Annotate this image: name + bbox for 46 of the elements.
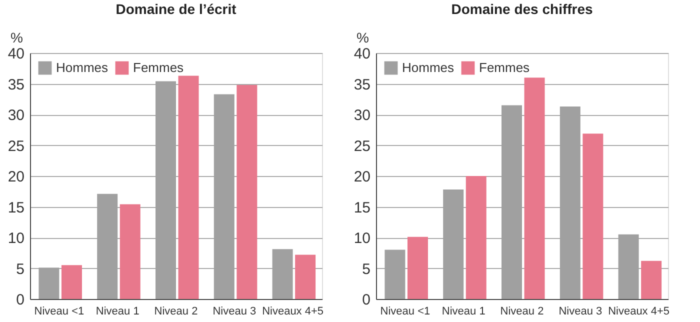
y-tick-label: 10 bbox=[8, 230, 24, 247]
bar bbox=[524, 78, 545, 299]
legend-label: Hommes bbox=[402, 60, 455, 75]
x-tick-label: Niveau 2 bbox=[500, 306, 544, 318]
legend-label: Hommes bbox=[56, 60, 109, 75]
bar bbox=[641, 260, 662, 299]
x-tick-label: Niveau 2 bbox=[154, 306, 198, 318]
bar bbox=[407, 236, 428, 299]
y-tick-label: 40 bbox=[354, 46, 370, 62]
y-tick-label: 40 bbox=[8, 46, 24, 62]
y-axis-title: % bbox=[356, 30, 369, 46]
y-tick-label: 30 bbox=[354, 107, 370, 124]
y-tick-label: 5 bbox=[362, 260, 370, 278]
bar bbox=[120, 204, 140, 299]
y-tick-label: 5 bbox=[16, 260, 24, 278]
legend-label: Femmes bbox=[479, 60, 530, 75]
y-tick-label: 25 bbox=[8, 138, 24, 155]
chart-title: Domaine de l’écrit bbox=[116, 1, 237, 17]
bar bbox=[61, 265, 82, 299]
y-tick-label: 35 bbox=[8, 76, 24, 94]
y-tick-label: 15 bbox=[8, 199, 24, 216]
legend-label: Femmes bbox=[133, 60, 184, 75]
bar bbox=[582, 134, 604, 299]
y-axis-title: % bbox=[10, 30, 23, 46]
y-tick-label: 20 bbox=[354, 168, 370, 186]
x-tick-label: Niveau <1 bbox=[34, 306, 84, 318]
bar bbox=[178, 76, 199, 299]
x-tick-label: Niveau 1 bbox=[96, 306, 140, 318]
y-tick-label: 15 bbox=[354, 199, 370, 216]
bar bbox=[466, 176, 486, 299]
y-tick-label: 20 bbox=[8, 168, 24, 186]
chart-title: Domaine des chiffres bbox=[451, 1, 594, 17]
y-tick-label: 35 bbox=[354, 76, 370, 94]
y-tick-label: 10 bbox=[354, 230, 370, 247]
y-tick-label: 25 bbox=[354, 138, 370, 155]
bar bbox=[236, 84, 258, 299]
y-tick-label: 0 bbox=[362, 292, 370, 308]
x-tick-label: Niveau 3 bbox=[558, 306, 602, 318]
x-tick-label: Niveau <1 bbox=[380, 306, 430, 318]
x-tick-label: Niveaux 4+5 bbox=[262, 306, 324, 318]
y-tick-label: 0 bbox=[16, 292, 24, 308]
x-tick-label: Niveau 3 bbox=[212, 306, 256, 318]
x-tick-label: Niveau 1 bbox=[442, 306, 486, 318]
x-tick-label: Niveaux 4+5 bbox=[608, 306, 670, 318]
y-tick-label: 30 bbox=[8, 107, 24, 124]
bar bbox=[295, 254, 316, 299]
